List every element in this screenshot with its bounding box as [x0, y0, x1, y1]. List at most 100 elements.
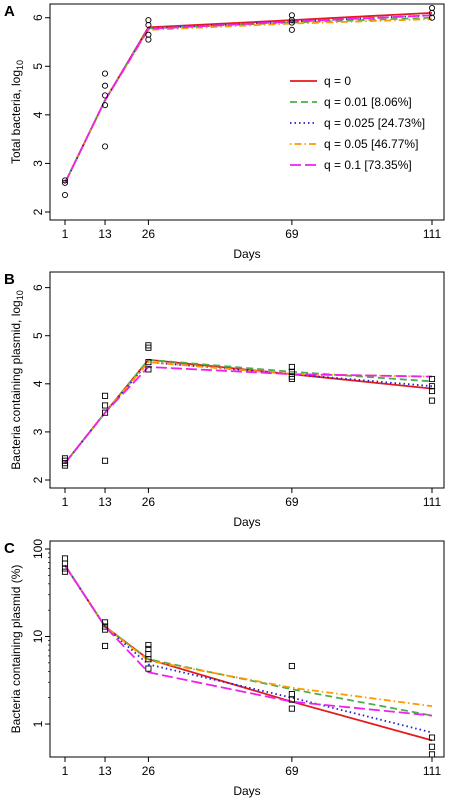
panel-label: B	[4, 271, 15, 288]
data-point	[428, 4, 436, 12]
data-point	[101, 392, 109, 399]
data-point	[101, 409, 109, 416]
series-line-2	[64, 564, 433, 734]
y-tick-label: 3	[31, 160, 45, 167]
x-tick-label: 1	[62, 764, 69, 778]
y-tick-label: 5	[31, 63, 45, 70]
panel-label: C	[4, 540, 15, 557]
data-point	[288, 363, 295, 371]
y-axis-title: Bacteria containing plasmid, log10	[9, 290, 25, 469]
x-tick-label: 26	[142, 495, 156, 509]
data-point	[101, 70, 109, 77]
data-point	[101, 92, 109, 99]
plot-frame	[49, 540, 445, 758]
series-line-0	[64, 564, 433, 742]
legend-label: q = 0.05 [46.77%]	[324, 137, 418, 151]
data-point	[61, 191, 69, 199]
y-tick-label: 100	[31, 539, 45, 559]
x-tick-label: 111	[423, 764, 442, 778]
data-point	[288, 12, 295, 19]
data-point	[61, 568, 69, 575]
x-tick-label: 69	[285, 495, 299, 509]
series-line-4	[64, 14, 433, 184]
legend-label: q = 0.025 [24.73%]	[324, 116, 425, 130]
y-axis-title: Bacteria containing plasmid (%)	[9, 565, 23, 734]
x-tick-label: 13	[98, 227, 112, 241]
data-point	[288, 705, 295, 712]
data-point	[428, 751, 436, 758]
series-line-4	[64, 564, 433, 717]
data-point	[428, 743, 436, 750]
panel-b: B 1 13 26 69 111 2 3 4 5 6 Days Bacteria containing …	[4, 271, 445, 529]
data-point	[101, 457, 109, 464]
x-tick-label: 26	[142, 764, 156, 778]
y-tick-label: 4	[31, 380, 45, 387]
data-point	[61, 177, 69, 184]
data-point	[145, 665, 152, 672]
y-tick-label: 6	[31, 284, 45, 291]
data-point	[101, 102, 109, 109]
x-axis-title: Days	[233, 247, 260, 261]
data-point	[288, 26, 295, 33]
x-axis-title: Days	[233, 515, 260, 529]
series-line-0	[64, 358, 433, 464]
data-point	[101, 402, 109, 409]
data-point	[145, 31, 152, 38]
data-point	[428, 397, 436, 404]
x-tick-label: 111	[423, 227, 442, 241]
data-point	[428, 375, 436, 383]
series-line-1	[64, 564, 433, 717]
y-tick-label: 2	[31, 476, 45, 483]
data-point	[101, 143, 109, 150]
data-point	[288, 662, 295, 670]
y-tick-label: 10	[31, 630, 45, 644]
data-point	[288, 19, 295, 26]
x-tick-label: 26	[142, 227, 156, 241]
data-point	[101, 642, 109, 650]
data-point	[61, 179, 69, 186]
x-tick-label: 13	[98, 495, 112, 509]
legend-label: q = 0.01 [8.06%]	[324, 95, 412, 109]
legend-label: q = 0.1 [73.35%]	[324, 158, 412, 172]
y-tick-label: 6	[31, 14, 45, 21]
x-tick-label: 69	[285, 764, 299, 778]
y-tick-label: 1	[31, 720, 45, 727]
data-point	[428, 383, 436, 390]
x-tick-label: 69	[285, 227, 299, 241]
x-tick-label: 111	[423, 495, 442, 509]
data-point	[101, 82, 109, 89]
data-point	[101, 623, 109, 630]
data-point	[101, 619, 109, 626]
data-point	[61, 455, 69, 462]
x-axis-title: Days	[233, 784, 260, 798]
y-axis-title-subscript: 10	[15, 290, 25, 300]
panel-a: A 1 13 26 69 111 2 3 4 5 6 Days Total bacteria, log1…	[4, 3, 445, 261]
data-point	[145, 366, 152, 373]
series-line-3	[64, 564, 433, 708]
plot-frame	[49, 271, 445, 489]
y-tick-label: 3	[31, 428, 45, 435]
data-point	[288, 691, 295, 698]
data-point	[145, 17, 152, 24]
series-line-3	[64, 361, 433, 464]
data-point	[145, 641, 152, 649]
plot-frame	[49, 3, 445, 221]
x-tick-label: 1	[62, 227, 69, 241]
data-point	[428, 734, 436, 741]
y-tick-label: 2	[31, 208, 45, 215]
y-tick-label: 5	[31, 332, 45, 339]
series-line-1	[64, 358, 433, 464]
series-line-2	[64, 361, 433, 464]
y-tick-label: 4	[31, 111, 45, 118]
panel-label: A	[4, 3, 15, 20]
y-axis-title: Total bacteria, log10	[9, 60, 25, 164]
data-point	[145, 359, 152, 366]
data-point	[145, 651, 152, 658]
data-point	[61, 555, 69, 562]
y-axis-title-subscript: 10	[15, 60, 25, 70]
x-tick-label: 1	[62, 495, 69, 509]
x-tick-label: 13	[98, 764, 112, 778]
data-point	[145, 645, 152, 653]
